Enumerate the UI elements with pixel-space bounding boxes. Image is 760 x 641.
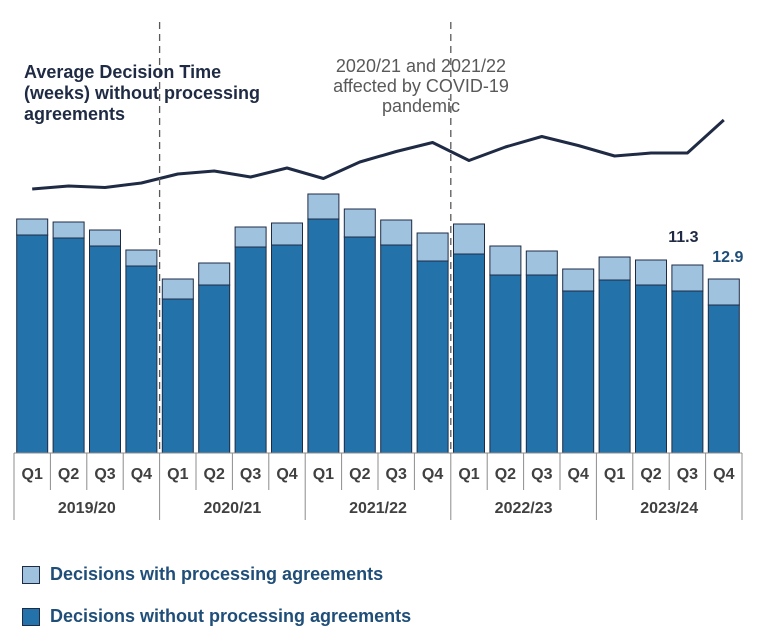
quarter-tick-label: Q4 <box>422 466 443 483</box>
bar-without-agreements <box>416 260 449 454</box>
year-tick-label: 2019/20 <box>58 500 116 517</box>
bar-with-agreements <box>453 223 485 255</box>
bar-without-agreements <box>671 290 704 454</box>
quarter-tick-label: Q2 <box>495 466 516 483</box>
plot-area: Q1 Q2 Q3 Q4 Q1 Q2 Q3 Q4 Q1 Q2 Q3 Q4 Q1 Q2 Q3 Q4 Q1 Q2 Q3 Q4… <box>13 22 743 520</box>
bar-with-agreements <box>525 250 558 276</box>
quarter-tick-label: Q3 <box>386 466 407 483</box>
legend-label-without: Decisions without processing agreements <box>50 606 412 626</box>
bar-with-agreements <box>52 221 85 239</box>
data-label: 12.9 <box>712 249 743 266</box>
bar-without-agreements <box>525 274 558 454</box>
bar-with-agreements <box>343 208 376 238</box>
bar-without-agreements <box>598 279 631 454</box>
bar-without-agreements <box>16 234 49 454</box>
bar-with-agreements <box>16 218 49 236</box>
quarter-tick-label: Q1 <box>167 466 188 483</box>
bar-without-agreements <box>343 236 376 454</box>
quarter-tick-label: Q2 <box>204 466 225 483</box>
line-title-line: (weeks) without processing <box>24 83 260 103</box>
bar-without-agreements <box>198 284 231 454</box>
legend-label-with: Decisions with processing agreements <box>50 564 384 584</box>
bar-with-agreements <box>198 262 231 286</box>
bar-with-agreements <box>598 256 631 281</box>
bar-without-agreements <box>161 298 194 454</box>
year-tick-label: 2023/24 <box>640 500 698 517</box>
bar-with-agreements <box>380 219 413 246</box>
bar-without-agreements <box>271 244 303 454</box>
bar-without-agreements <box>307 218 340 454</box>
line-series-title: Average Decision Time (weeks) without pro… <box>24 62 260 124</box>
bar-with-agreements <box>671 264 704 292</box>
quarter-tick-label: Q3 <box>677 466 698 483</box>
quarter-tick-label: Q4 <box>276 466 297 483</box>
quarter-tick-label: Q3 <box>240 466 261 483</box>
bar-without-agreements <box>234 246 267 454</box>
bar-with-agreements <box>416 232 449 262</box>
quarter-tick-label: Q4 <box>568 466 589 483</box>
bars-group <box>16 193 740 454</box>
bar-without-agreements <box>489 274 522 454</box>
line-average-decision-time <box>32 118 725 191</box>
covid-annotation: 2020/21 and 2021/22 affected by COVID-19 p… <box>333 56 509 116</box>
bar-with-agreements <box>562 268 595 292</box>
bar-without-agreements <box>89 245 121 454</box>
quarter-tick-label: Q1 <box>604 466 625 483</box>
line-title-line: agreements <box>24 104 125 124</box>
quarter-tick-label: Q3 <box>531 466 552 483</box>
bar-without-agreements <box>562 290 595 454</box>
bar-with-agreements <box>125 249 158 267</box>
quarter-tick-label: Q2 <box>640 466 661 483</box>
quarter-tick-label: Q4 <box>131 466 152 483</box>
annotation-line: 2020/21 and 2021/22 <box>336 56 506 76</box>
year-tick-label: 2020/21 <box>203 500 261 517</box>
category-axis: Q1 Q2 Q3 Q4 Q1 Q2 Q3 Q4 Q1 Q2 Q3 Q4 Q1 Q2 Q3 Q4 Q1 Q2 Q3 Q4… <box>13 452 743 520</box>
quarter-tick-label: Q1 <box>22 466 43 483</box>
legend-swatch-without <box>22 607 40 626</box>
bar-with-agreements <box>635 259 667 286</box>
bar-with-agreements <box>307 193 340 220</box>
bar-without-agreements <box>125 265 158 454</box>
quarter-tick-label: Q1 <box>458 466 479 483</box>
bar-with-agreements <box>271 222 303 246</box>
line-title-line: Average Decision Time <box>24 62 221 82</box>
quarter-tick-label: Q2 <box>58 466 79 483</box>
data-label: 11.3 <box>668 229 698 246</box>
quarter-tick-label: Q1 <box>313 466 334 483</box>
bar-with-agreements <box>161 278 194 300</box>
line-group <box>32 118 725 191</box>
legend-item-with-agreements: Decisions with processing agreements <box>22 564 383 585</box>
quarter-tick-label: Q4 <box>713 466 734 483</box>
legend-item-without-agreements: Decisions without processing agreements <box>22 606 411 627</box>
bar-with-agreements <box>89 229 121 247</box>
bar-with-agreements <box>489 245 522 276</box>
bar-without-agreements <box>52 237 85 454</box>
bar-with-agreements <box>234 226 267 248</box>
bar-with-agreements <box>707 278 740 306</box>
bar-without-agreements <box>380 244 413 454</box>
year-tick-label: 2021/22 <box>349 500 407 517</box>
legend-swatch-with <box>22 565 40 584</box>
bar-without-agreements <box>635 284 667 454</box>
bar-without-agreements <box>707 304 740 454</box>
bar-without-agreements <box>453 253 485 454</box>
annotation-line: affected by COVID-19 <box>333 76 509 96</box>
chart-canvas: Q1 Q2 Q3 Q4 Q1 Q2 Q3 Q4 Q1 Q2 Q3 Q4 Q1 Q2 Q3 Q4 Q1 Q2 Q3 Q4… <box>13 22 743 520</box>
quarter-tick-label: Q3 <box>94 466 115 483</box>
annotation-line: pandemic <box>382 96 460 116</box>
data-labels: 11.3 12.9 <box>668 229 743 266</box>
year-tick-label: 2022/23 <box>495 500 553 517</box>
quarter-tick-label: Q2 <box>349 466 370 483</box>
